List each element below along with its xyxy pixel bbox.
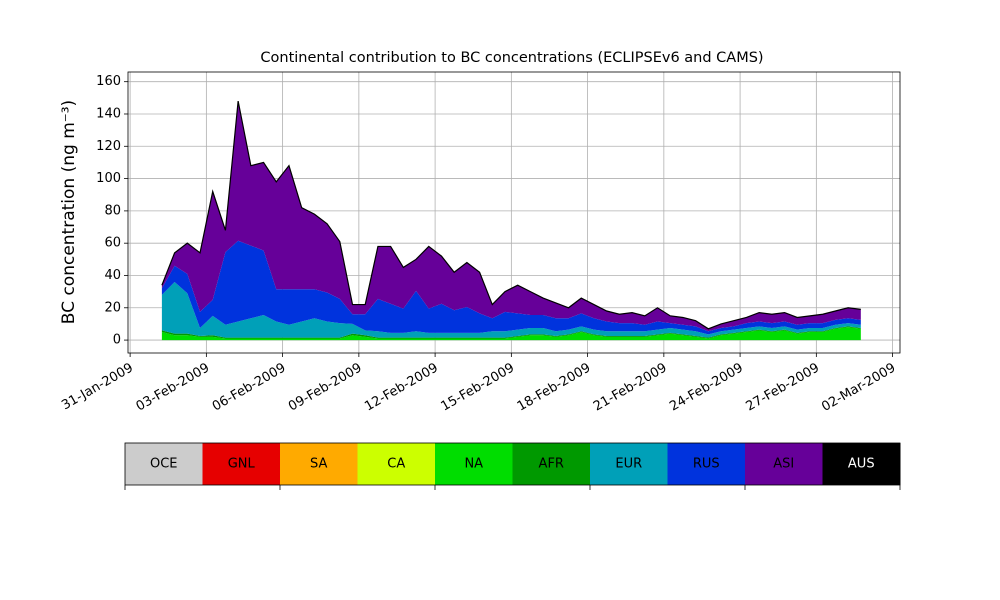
plot-frame (127, 71, 901, 354)
legend-label: SA (310, 457, 327, 472)
legend-label: EUR (615, 457, 642, 472)
legend-swatch (590, 443, 668, 485)
x-tick-label: 12-Feb-2009 (362, 361, 441, 415)
x-tick-label: 03-Feb-2009 (134, 361, 213, 415)
colorbar: OCE GNL SA CA NA AFR EUR RUS ASI AUS (125, 443, 901, 485)
plot-area (128, 72, 900, 353)
area (161, 240, 861, 335)
x-tick-label: 02-Mar-2009 (819, 361, 898, 415)
legend-swatch (125, 443, 203, 485)
legend-label: CA (387, 457, 405, 472)
area (161, 281, 861, 338)
x-tick-label: 31-Jan-2009 (59, 361, 136, 414)
legend-label: NA (464, 457, 483, 472)
legend-label: GNL (228, 457, 256, 472)
area (161, 326, 861, 339)
y-axis-label: BC concentration (ng m⁻³) (59, 100, 79, 324)
y-tick-label: 120 (96, 139, 121, 154)
legend-label: RUS (693, 457, 720, 472)
y-tick-label: 20 (104, 300, 121, 315)
y-tick-label: 140 (96, 106, 121, 121)
area (161, 327, 861, 341)
y-tick-label: 60 (104, 236, 121, 251)
x-tick-label: 15-Feb-2009 (439, 361, 518, 415)
legend-swatch (512, 443, 591, 485)
legend-label: ASI (773, 457, 794, 472)
x-tick-label: 21-Feb-2009 (591, 361, 670, 415)
legend-swatch (280, 443, 358, 485)
x-tick-label: 27-Feb-2009 (744, 361, 823, 415)
area (161, 101, 861, 332)
x-tick-label: 18-Feb-2009 (515, 361, 594, 415)
x-tick-label: 09-Feb-2009 (286, 361, 365, 415)
chart-title: Continental contribution to BC concentra… (260, 50, 763, 66)
legend-label: OCE (150, 457, 178, 472)
legend-swatch (202, 443, 281, 485)
x-tick-label: 06-Feb-2009 (210, 361, 289, 415)
y-tick-label: 100 (96, 171, 121, 186)
x-tick-label: 24-Feb-2009 (667, 361, 746, 415)
y-tick-label: 40 (104, 268, 121, 283)
colorbar-ticks (124, 485, 901, 490)
colorbar-frame (124, 442, 901, 486)
y-tick-label: 80 (104, 203, 121, 218)
legend-swatch (822, 443, 901, 485)
legend-label: AUS (848, 457, 875, 472)
y-tick-label: 160 (96, 74, 121, 89)
y-tick-label: 0 (113, 333, 121, 348)
legend-swatch (357, 443, 436, 485)
legend-swatch (745, 443, 823, 485)
legend-swatch (435, 443, 513, 485)
legend-label: AFR (539, 457, 564, 472)
legend-swatch (667, 443, 746, 485)
